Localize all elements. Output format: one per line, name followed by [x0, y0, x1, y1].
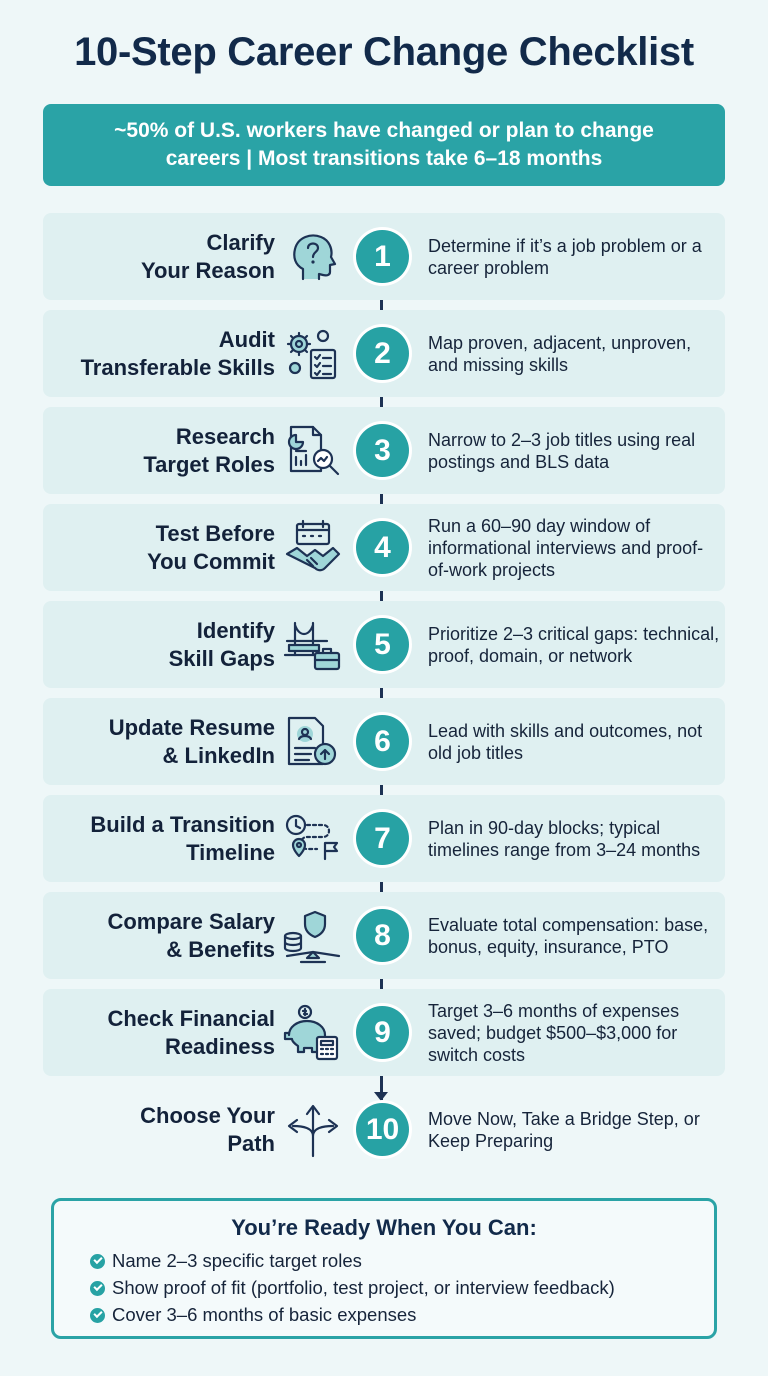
step-title-line: Transferable Skills: [80, 354, 275, 380]
step-title-line: Update Resume: [108, 714, 275, 740]
checklist-step: Clarify Your Reason 1 Determine if it’s a j…: [43, 213, 725, 300]
step-title-line: Audit: [218, 326, 275, 352]
step-description-text: Target 3–6 months of expenses saved; bud…: [428, 1000, 680, 1065]
step-title: Build a Transition Timeline: [35, 795, 275, 882]
down-arrow-icon: [374, 1092, 388, 1101]
step-description-text: Plan in 90-day blocks; typical timelines…: [428, 817, 701, 860]
check-circle-icon: [90, 1280, 105, 1296]
step-title-line: Target Roles: [143, 451, 275, 477]
step-title-line: Compare Salary: [107, 908, 275, 934]
step-number-badge: 7: [356, 812, 409, 865]
step-title-line: Readiness: [164, 1033, 275, 1059]
ready-item: Name 2–3 specific target roles: [90, 1249, 362, 1273]
step-number-badge: 6: [356, 715, 409, 768]
calendar-handshake-icon: [283, 518, 343, 578]
step-description: Target 3–6 months of expenses saved; bud…: [428, 989, 723, 1076]
step-title-line: & Benefits: [166, 936, 275, 962]
coins-shield-scale-icon: [283, 906, 343, 966]
step-description: Narrow to 2–3 job titles using real post…: [428, 407, 723, 494]
resume-upload-icon: [283, 712, 343, 772]
step-title-line: Test Before: [155, 520, 275, 546]
clock-route-flag-icon: [283, 809, 343, 869]
ready-title: You’re Ready When You Can:: [231, 1215, 537, 1240]
step-description-text: Determine if it’s a job problem or a car…: [428, 235, 702, 278]
ready-checklist-box: You’re Ready When You Can: Name 2–3 spec…: [51, 1198, 717, 1339]
step-number-badge: 8: [356, 909, 409, 962]
stats-banner: ~50% of U.S. workers have changed or pla…: [43, 104, 725, 186]
step-description-text: Move Now, Take a Bridge Step, or Keep Pr…: [428, 1108, 700, 1151]
step-title: Research Target Roles: [35, 407, 275, 494]
step-number-badge: 3: [356, 424, 409, 477]
step-description-text: Narrow to 2–3 job titles using real post…: [428, 429, 696, 472]
step-description-text: Prioritize 2–3 critical gaps: technical,…: [428, 623, 720, 666]
step-number-badge: 9: [356, 1006, 409, 1059]
step-title-line: You Commit: [147, 548, 275, 574]
step-title-line: Identify: [196, 617, 275, 643]
step-description-text: Run a 60–90 day window of informational …: [428, 515, 704, 580]
bridge-briefcase-icon: [283, 615, 343, 675]
checklist-step: Choose Your Path 10 Move Now, Take a Bridge…: [43, 1086, 725, 1173]
step-number-badge: 10: [356, 1103, 409, 1156]
step-title-line: Check Financial: [107, 1005, 275, 1031]
checklist-step: Audit Transferable Skills 2 Map proven, adj…: [43, 310, 725, 397]
step-description: Move Now, Take a Bridge Step, or Keep Pr…: [428, 1086, 723, 1173]
ready-item: Cover 3–6 months of basic expenses: [90, 1303, 416, 1327]
step-title-line: & LinkedIn: [162, 742, 275, 768]
checklist-step: Update Resume & LinkedIn 6 Lead with skills…: [43, 698, 725, 785]
ready-item-text: Name 2–3 specific target roles: [112, 1250, 362, 1271]
step-title: Identify Skill Gaps: [35, 601, 275, 688]
step-title-line: Clarify: [206, 229, 275, 255]
step-description-text: Evaluate total compensation: base, bonus…: [428, 914, 709, 957]
step-title: Update Resume & LinkedIn: [35, 698, 275, 785]
report-magnifier-icon: [283, 421, 343, 481]
step-title: Compare Salary & Benefits: [35, 892, 275, 979]
step-title-line: Path: [227, 1130, 275, 1156]
checklist-step: Build a Transition Timeline 7 Plan in 90-da…: [43, 795, 725, 882]
step-title: Check Financial Readiness: [35, 989, 275, 1076]
step-title-line: Your Reason: [140, 257, 275, 283]
checklist-step: Compare Salary & Benefits 8 Evaluate total …: [43, 892, 725, 979]
step-title-line: Build a Transition: [90, 811, 275, 837]
ready-item-text: Show proof of fit (portfolio, test proje…: [112, 1277, 615, 1298]
checklist-step: Check Financial Readiness 9 Target 3–6 mont…: [43, 989, 725, 1076]
step-description: Run a 60–90 day window of informational …: [428, 504, 723, 591]
checklist-step: Research Target Roles 3 Narrow to 2–3 job t…: [43, 407, 725, 494]
step-title-line: Research: [175, 423, 275, 449]
checklist-step: Identify Skill Gaps 5 Prioritize 2–3 critic…: [43, 601, 725, 688]
step-description: Plan in 90-day blocks; typical timelines…: [428, 795, 723, 882]
check-circle-icon: [90, 1307, 105, 1323]
page-title: 10-Step Career Change Checklist: [74, 30, 694, 74]
step-description: Evaluate total compensation: base, bonus…: [428, 892, 723, 979]
step-title-line: Timeline: [186, 839, 275, 865]
step-title: Clarify Your Reason: [35, 213, 275, 300]
step-description-text: Lead with skills and outcomes, not old j…: [428, 720, 703, 763]
step-title: Audit Transferable Skills: [35, 310, 275, 397]
step-number-badge: 2: [356, 327, 409, 380]
head-question-icon: [283, 227, 343, 287]
gears-checklist-icon: [283, 324, 343, 384]
step-number-badge: 5: [356, 618, 409, 671]
step-description: Lead with skills and outcomes, not old j…: [428, 698, 723, 785]
ready-item: Show proof of fit (portfolio, test proje…: [90, 1276, 615, 1300]
step-description: Determine if it’s a job problem or a car…: [428, 213, 723, 300]
step-number-badge: 1: [356, 230, 409, 283]
banner-line-1: ~50% of U.S. workers have changed or pla…: [114, 119, 654, 142]
step-title-line: Choose Your: [140, 1102, 275, 1128]
piggybank-calculator-icon: [283, 1003, 343, 1063]
step-title: Choose Your Path: [35, 1086, 275, 1173]
banner-line-2: careers | Most transitions take 6–18 mon…: [165, 147, 603, 170]
checklist-step: Test Before You Commit 4 Run a 60–90 day wi…: [43, 504, 725, 591]
step-title-line: Skill Gaps: [168, 645, 275, 671]
ready-item-text: Cover 3–6 months of basic expenses: [112, 1304, 417, 1325]
split-arrows-icon: [283, 1100, 343, 1160]
step-description-text: Map proven, adjacent, unproven, and miss…: [428, 332, 692, 375]
step-description: Prioritize 2–3 critical gaps: technical,…: [428, 601, 723, 688]
step-description: Map proven, adjacent, unproven, and miss…: [428, 310, 723, 397]
check-circle-icon: [90, 1253, 105, 1269]
step-number-badge: 4: [356, 521, 409, 574]
step-title: Test Before You Commit: [35, 504, 275, 591]
